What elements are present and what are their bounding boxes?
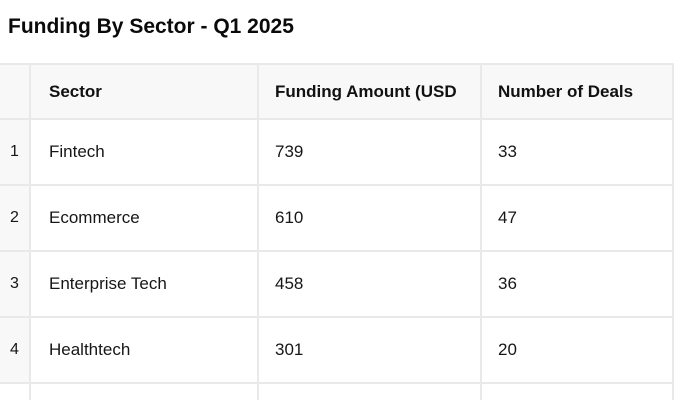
row-number-cell: 1: [0, 120, 29, 184]
column-header-funding-amount[interactable]: Funding Amount (USD: [259, 65, 480, 118]
page-title: Funding By Sector - Q1 2025: [8, 15, 294, 38]
cell-number-of-deals[interactable]: [482, 384, 672, 400]
row-number-header-cell: [0, 65, 29, 118]
cell-funding-amount[interactable]: 739: [259, 120, 480, 184]
cell-funding-amount[interactable]: [259, 384, 480, 400]
cell-number-of-deals[interactable]: 36: [482, 252, 672, 316]
cell-funding-amount[interactable]: 301: [259, 318, 480, 382]
cell-sector[interactable]: Enterprise Tech: [31, 252, 257, 316]
column-header-sector[interactable]: Sector: [31, 65, 257, 118]
cell-sector[interactable]: Ecommerce: [31, 186, 257, 250]
cell-sector[interactable]: Healthtech: [31, 318, 257, 382]
cell-number-of-deals[interactable]: 47: [482, 186, 672, 250]
column-header-number-of-deals[interactable]: Number of Deals: [482, 65, 672, 118]
cell-funding-amount[interactable]: 610: [259, 186, 480, 250]
row-number-cell: 3: [0, 252, 29, 316]
cell-sector[interactable]: [31, 384, 257, 400]
cell-number-of-deals[interactable]: 33: [482, 120, 672, 184]
funding-table: Sector Funding Amount (USD Number of Dea…: [0, 63, 674, 400]
cell-sector[interactable]: Fintech: [31, 120, 257, 184]
cell-funding-amount[interactable]: 458: [259, 252, 480, 316]
row-number-cell: [0, 384, 29, 400]
cell-number-of-deals[interactable]: 20: [482, 318, 672, 382]
row-number-cell: 4: [0, 318, 29, 382]
row-number-cell: 2: [0, 186, 29, 250]
